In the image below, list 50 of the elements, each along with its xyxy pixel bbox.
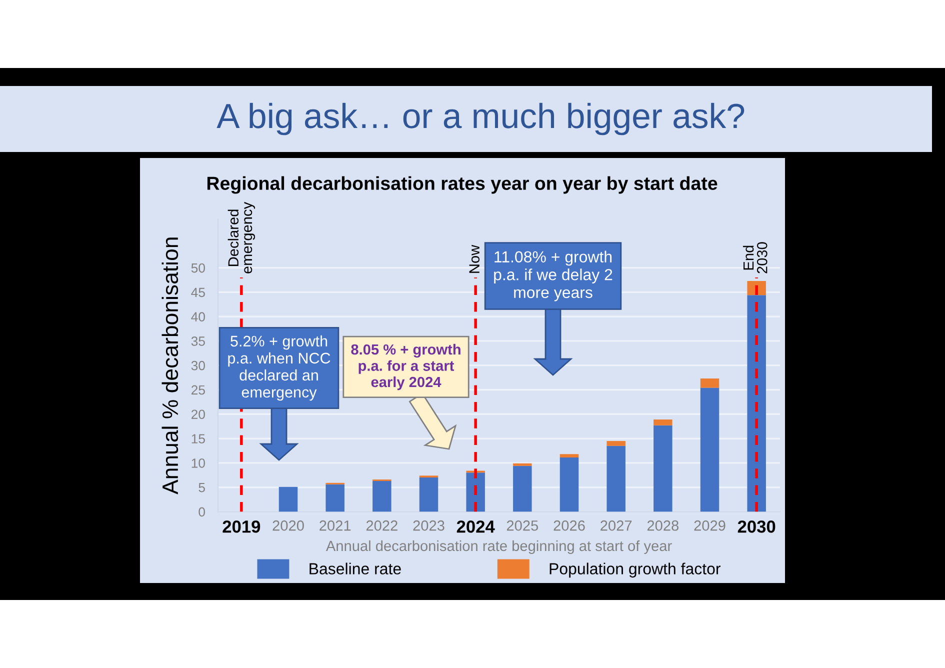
x-tick-label: 2022	[366, 520, 398, 531]
y-tick-label: 30	[191, 360, 205, 370]
chart-title: A big ask… or a much bigger ask?	[216, 102, 744, 136]
y-tick-label: 0	[198, 507, 205, 517]
y-tick-label: 35	[191, 336, 205, 346]
y-tick-label: 5	[198, 483, 205, 492]
chart-subtitle: Regional decarbonisation rates year on year by start date	[207, 176, 718, 194]
bar	[747, 295, 766, 512]
bar	[654, 420, 672, 426]
x-tick-label: 2028	[647, 520, 679, 531]
x-tick-label: 2026	[554, 520, 585, 531]
bar	[419, 478, 438, 512]
x-tick-label: 2029	[694, 520, 726, 531]
annotation: 11.08% + growth p.a. if we delay 2 more years	[494, 250, 612, 302]
y-axis-title: Annual % decarbonisation	[162, 238, 178, 494]
x-tick-label: 2021	[320, 520, 351, 531]
bar	[513, 463, 532, 466]
legend-label: Population growth factor	[550, 562, 721, 578]
x-tick-label: 2030	[738, 520, 776, 533]
bar	[278, 486, 298, 512]
x-tick-label: 2020	[272, 520, 304, 531]
annotation: 8.05 % + growth p.a. for a start early 2024	[351, 344, 460, 390]
bar	[654, 425, 672, 512]
y-tick-label: 50	[191, 263, 205, 273]
y-tick-label: 15	[192, 434, 205, 444]
x-tick-label: 2019	[222, 520, 260, 533]
ref-line-label: Now	[469, 244, 480, 273]
x-tick-label: 2023	[413, 520, 444, 531]
y-tick-label: 25	[191, 385, 205, 395]
y-tick-label: 10	[192, 458, 205, 468]
x-axis-title: Annual decarbonisation rate beginning at start of year	[326, 540, 672, 554]
legend-label: Baseline rate	[310, 562, 401, 574]
bar	[326, 484, 344, 512]
bar	[700, 378, 720, 388]
bar	[606, 446, 626, 512]
y-tick-label: 45	[191, 288, 205, 298]
ref-line-label: End 2030	[742, 242, 768, 274]
y-tick-label: 40	[191, 312, 205, 322]
x-tick-label: 2027	[600, 520, 632, 531]
ref-line-label: Declared emergency	[228, 202, 256, 274]
x-tick-label: 2025	[506, 520, 538, 531]
bar	[560, 458, 579, 512]
bar	[513, 466, 532, 512]
bar	[560, 454, 579, 458]
bar	[700, 388, 720, 512]
x-tick-label: 2024	[456, 520, 495, 533]
annotation: 5.2% + growth p.a. when NCC declared an emergency	[228, 335, 330, 401]
bar	[372, 480, 392, 512]
y-tick-label: 20	[191, 410, 205, 420]
bar	[606, 440, 626, 446]
